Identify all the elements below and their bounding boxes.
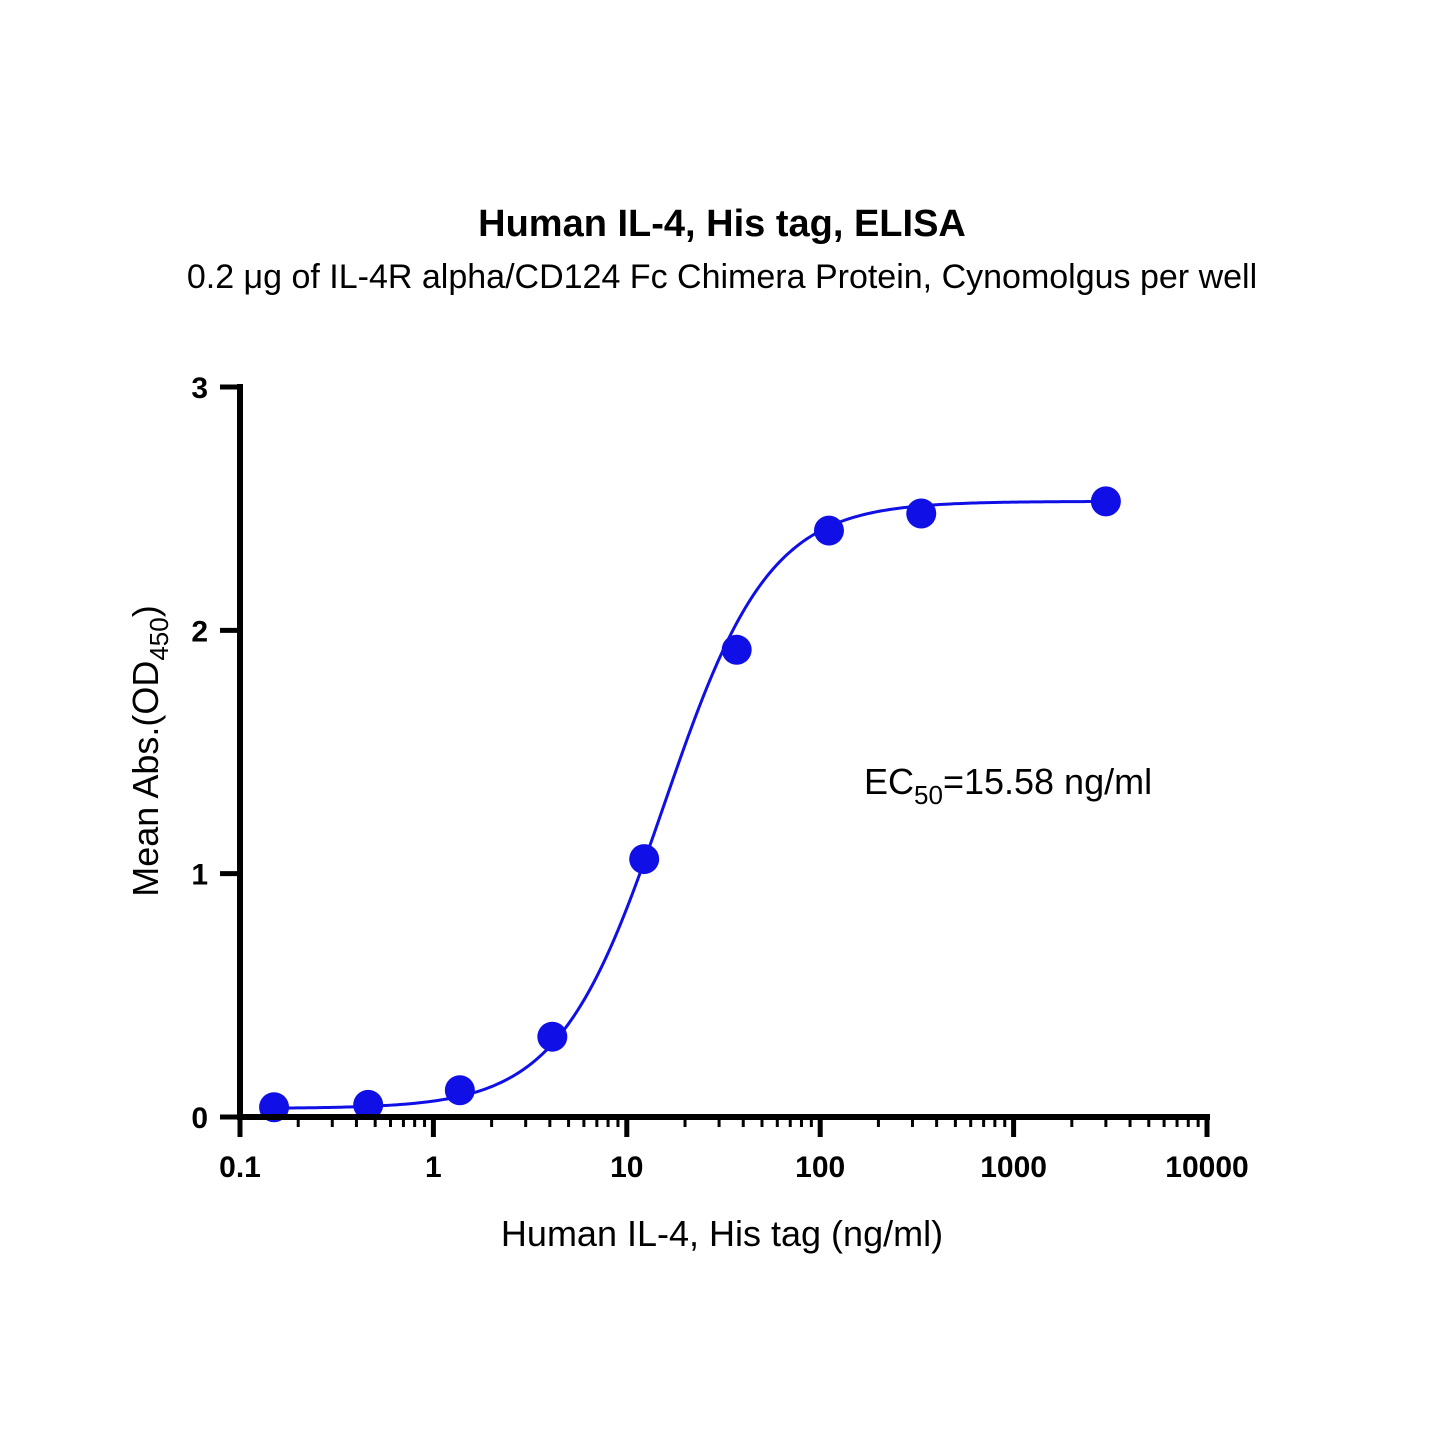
y-axis-label-main: Mean Abs.(OD xyxy=(125,661,166,897)
x-tick-label: 100 xyxy=(795,1151,845,1184)
data-point xyxy=(721,634,752,665)
data-points xyxy=(259,486,1121,1123)
ec50-prefix: EC xyxy=(864,761,914,802)
data-point xyxy=(537,1021,568,1052)
y-tick-label: 3 xyxy=(191,372,208,405)
ec50-sub: 50 xyxy=(914,780,943,810)
fit-curve xyxy=(274,500,1106,1110)
chart-title: Human IL-4, His tag, ELISA xyxy=(478,203,966,245)
x-tick-label: 10000 xyxy=(1165,1151,1248,1184)
y-axis-label-close: ) xyxy=(125,605,166,617)
y-axis-label-sub: 450 xyxy=(144,617,174,660)
data-point xyxy=(1090,486,1121,517)
y-tick-label: 2 xyxy=(191,615,208,648)
data-point xyxy=(629,844,660,875)
axes xyxy=(237,384,1210,1120)
data-point xyxy=(353,1089,384,1120)
chart-subtitle: 0.2 μg of IL-4R alpha/CD124 Fc Chimera P… xyxy=(187,258,1257,296)
x-tick-label: 10 xyxy=(610,1151,643,1184)
y-axis-ticks: 0 1 2 3 xyxy=(191,372,240,1135)
data-point xyxy=(906,498,937,529)
ec50-annotation: EC50=15.58 ng/ml xyxy=(864,761,1152,810)
y-tick-label: 1 xyxy=(191,859,208,892)
x-tick-label: 1000 xyxy=(980,1151,1047,1184)
data-point xyxy=(813,515,844,546)
ec50-suffix: =15.58 ng/ml xyxy=(943,761,1152,802)
x-tick-label: 0.1 xyxy=(219,1151,261,1184)
y-tick-label: 0 xyxy=(191,1102,208,1135)
x-axis-label: Human IL-4, His tag (ng/ml) xyxy=(501,1213,943,1254)
data-point xyxy=(444,1075,475,1106)
fit-curve-layer xyxy=(274,500,1106,1110)
x-tick-label: 1 xyxy=(425,1151,442,1184)
y-axis-label: Mean Abs.(OD450) xyxy=(125,605,174,896)
x-axis-ticks: 0.1 1 10 100 1000 10000 xyxy=(219,1117,1249,1184)
